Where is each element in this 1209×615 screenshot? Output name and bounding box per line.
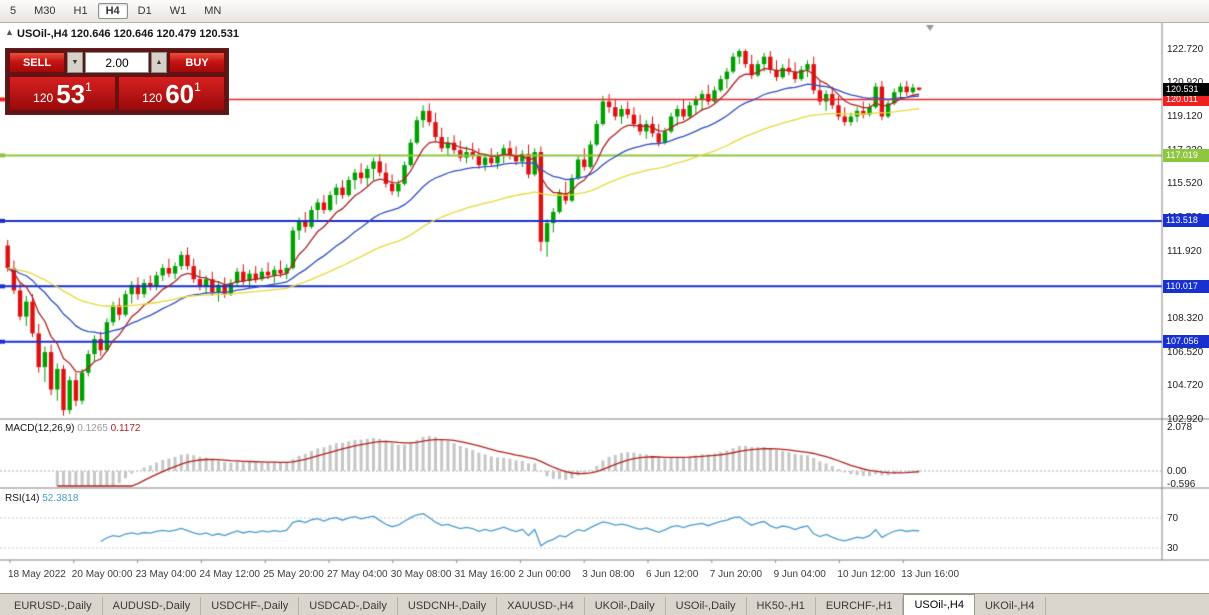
price-axis-label: 108.320 (1167, 313, 1204, 325)
chart-tab-usoil-h4[interactable]: USOil-,H4 (903, 594, 975, 615)
chart-tab-eurchf-h1[interactable]: EURCHF-,H1 (816, 597, 904, 615)
trade-panel-controls: SELL ▼ ▲ BUY (9, 52, 225, 73)
price-axis-label: 106.520 (1167, 346, 1204, 358)
time-axis-label: 23 May 04:00 (135, 569, 197, 580)
buy-price-button[interactable]: 120 60 1 (118, 76, 225, 111)
chart-tab-ukoil-h4[interactable]: UKOil-,H4 (975, 597, 1046, 615)
rsi-axis-label: 30 (1167, 543, 1179, 554)
macd-axis-label: 0.00 (1167, 466, 1187, 477)
timeframe-button-5[interactable]: 5 (10, 5, 17, 17)
time-axis-label: 3 Jun 08:00 (582, 569, 635, 580)
price-axis-label: 120.920 (1167, 77, 1203, 88)
buy-price-int: 120 (142, 91, 163, 105)
price-axis-label: 122.720 (1167, 43, 1204, 55)
rsi-value: 52.3818 (42, 493, 79, 504)
price-axis-label: 111.920 (1167, 245, 1202, 257)
chart-tab-ukoil-daily[interactable]: UKOil-,Daily (585, 597, 666, 615)
price-axis-label: 102.920 (1167, 414, 1204, 426)
chart-tab-hk50-h1[interactable]: HK50-,H1 (747, 597, 816, 615)
chart-title: USOil-,H4 120.646 120.646 120.479 120.53… (17, 28, 239, 40)
price-axis-label: 119.120 (1167, 111, 1203, 123)
sell-price-button[interactable]: 120 53 1 (9, 76, 116, 111)
macd-signal-value: 0.1172 (110, 423, 141, 434)
timeframe-button-h4[interactable]: H4 (97, 3, 128, 19)
chart-tab-usoil-daily[interactable]: USOil-,Daily (666, 597, 747, 615)
volume-input[interactable] (85, 52, 149, 73)
volume-increase-button[interactable]: ▲ (151, 52, 167, 73)
trade-panel-prices: 120 53 1 120 60 1 (9, 76, 225, 111)
bid-price-tag: 120.531 (1163, 83, 1209, 97)
price-axis-label: 104.720 (1167, 380, 1204, 392)
rsi-label: RSI(14) 52.3818 (5, 493, 78, 504)
buy-button[interactable]: BUY (169, 52, 225, 73)
hline-price-tag[interactable]: 107.056 (1163, 335, 1209, 349)
macd-axis-label: 2.078 (1167, 422, 1193, 434)
hline-price-tag[interactable]: 117.019 (1163, 148, 1209, 162)
chart-tab-xauusd-h4[interactable]: XAUUSD-,H4 (497, 597, 585, 615)
chart-tab-audusd-daily[interactable]: AUDUSD-,Daily (103, 597, 202, 615)
timeframe-button-mn[interactable]: MN (204, 5, 222, 17)
time-axis-label: 13 Jun 16:00 (901, 569, 960, 580)
timeframe-button-w1[interactable]: W1 (169, 5, 187, 17)
time-axis-label: 9 Jun 04:00 (773, 569, 826, 580)
time-axis-label: 6 Jun 12:00 (646, 569, 699, 580)
chart-area: ▲ USOil-,H4 120.646 120.646 120.479 120.… (0, 23, 1209, 593)
time-axis-label: 27 May 04:00 (327, 569, 388, 580)
macd-main-value: 0.1265 (77, 423, 108, 434)
time-axis-label: 25 May 20:00 (263, 569, 324, 580)
one-click-panel-toggle-icon[interactable]: ▲ (5, 27, 14, 37)
timeframe-toolbar: 5 M30 H1 H4 D1 W1 MN (0, 0, 1209, 23)
time-axis-label: 18 May 2022 (8, 569, 66, 580)
rsi-name: RSI(14) (5, 493, 40, 504)
timeframe-button-m30[interactable]: M30 (34, 5, 56, 17)
price-chart-canvas[interactable] (0, 23, 1209, 593)
macd-label: MACD(12,26,9) 0.1265 0.1172 (5, 423, 140, 434)
hline-price-tag[interactable]: 113.518 (1163, 214, 1209, 228)
chart-tab-eurusd-daily[interactable]: EURUSD-,Daily (4, 597, 103, 615)
time-axis-label: 30 May 08:00 (390, 569, 452, 580)
volume-decrease-button[interactable]: ▼ (67, 52, 83, 73)
price-axis-label: 115.520 (1167, 178, 1203, 190)
time-axis-label: 31 May 16:00 (454, 569, 516, 580)
buy-price-sup: 1 (194, 80, 201, 94)
timeframe-button-d1[interactable]: D1 (137, 5, 152, 17)
chart-tab-usdchf-daily[interactable]: USDCHF-,Daily (201, 597, 300, 615)
chart-tabs-bar: EURUSD-,Daily AUDUSD-,Daily USDCHF-,Daily U… (0, 593, 1209, 615)
rsi-axis-label: 70 (1167, 513, 1179, 524)
sell-price-sup: 1 (85, 80, 92, 94)
chart-tab-usdcad-daily[interactable]: USDCAD-,Daily (299, 597, 398, 615)
time-axis-label: 24 May 12:00 (199, 569, 260, 580)
sell-price-int: 120 (33, 91, 54, 105)
sell-button[interactable]: SELL (9, 52, 65, 73)
chart-title-text: USOil-,H4 120.646 120.646 120.479 120.53… (17, 28, 240, 40)
time-axis-label: 10 Jun 12:00 (837, 569, 896, 580)
macd-name: MACD(12,26,9) (5, 423, 75, 434)
time-axis-label: 2 Jun 00:00 (518, 569, 571, 580)
chart-tab-usdcnh-daily[interactable]: USDCNH-,Daily (398, 597, 498, 615)
timeframe-button-h1[interactable]: H1 (73, 5, 88, 17)
one-click-trade-panel: SELL ▼ ▲ BUY 120 53 1 120 60 1 (5, 48, 229, 115)
macd-axis-label: -0.596 (1167, 478, 1196, 490)
sell-price-pips: 53 (56, 78, 86, 109)
hline-price-tag[interactable]: 110.017 (1163, 279, 1209, 293)
buy-price-pips: 60 (165, 78, 195, 109)
time-axis-label: 20 May 00:00 (71, 569, 133, 580)
time-axis-label: 7 Jun 20:00 (709, 569, 763, 580)
